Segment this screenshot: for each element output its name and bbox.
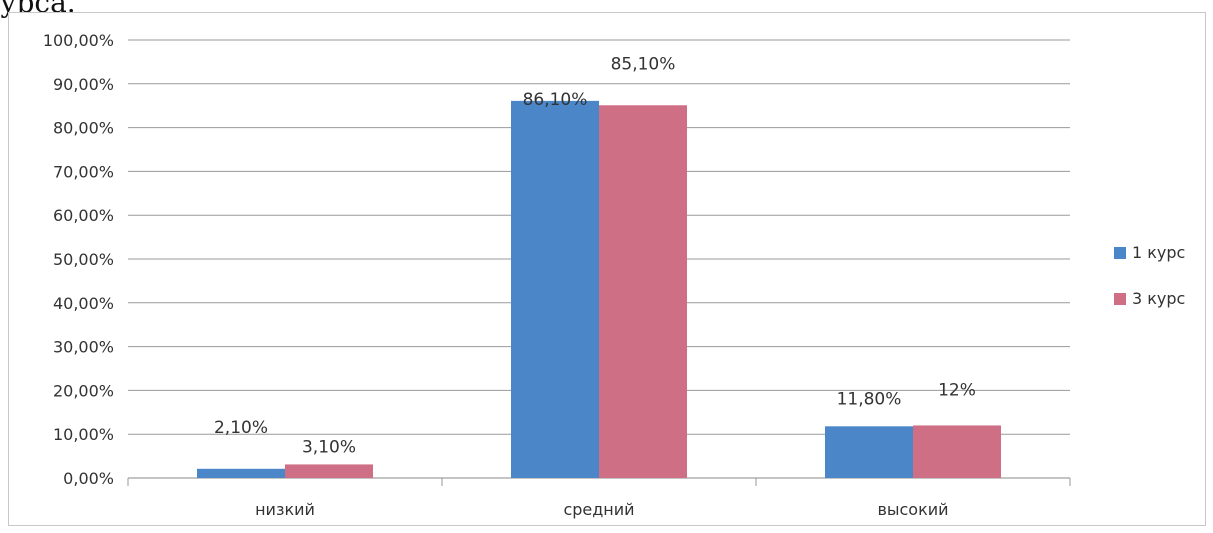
y-tick-label: 20,00% (53, 381, 114, 400)
legend-entry: 1 курс (1132, 243, 1185, 262)
legend: 1 курс 3 курс (1114, 243, 1185, 308)
y-tick-label: 10,00% (53, 425, 114, 444)
bars (197, 100, 1001, 479)
x-category-label: высокий (877, 500, 948, 519)
y-tick-label: 50,00% (53, 250, 114, 269)
data-label: 85,10% (611, 54, 676, 74)
y-tick-label: 40,00% (53, 294, 114, 313)
legend-swatch (1114, 247, 1126, 259)
x-axis-labels: низкий средний высокий (255, 500, 948, 519)
bar-1-kurs (197, 468, 285, 478)
bar-1-kurs (825, 426, 913, 478)
y-tick-label: 60,00% (53, 206, 114, 225)
data-labels: 2,10% 3,10% 86,10% 85,10% 11,80% 12% (214, 54, 976, 457)
data-label: 2,10% (214, 418, 268, 438)
data-label: 86,10% (523, 90, 588, 110)
y-tick-label: 90,00% (53, 75, 114, 94)
x-category-label: низкий (255, 500, 315, 519)
bar-1-kurs (511, 100, 599, 478)
y-axis-ticks: 0,00% 10,00% 20,00% 30,00% 40,00% 50,00% 60,00… (43, 31, 114, 488)
data-label: 3,10% (302, 437, 356, 457)
y-tick-label: 70,00% (53, 162, 114, 181)
data-label: 12% (938, 380, 976, 400)
legend-entry: 3 курс (1132, 289, 1185, 308)
y-tick-label: 80,00% (53, 119, 114, 138)
y-tick-label: 30,00% (53, 338, 114, 357)
data-label: 11,80% (837, 389, 902, 409)
legend-swatch (1114, 293, 1126, 305)
bar-3-kurs (285, 464, 373, 478)
y-tick-label: 0,00% (63, 469, 114, 488)
bar-3-kurs (913, 425, 1001, 478)
y-tick-label: 100,00% (43, 31, 114, 50)
x-category-label: средний (563, 500, 634, 519)
bar-3-kurs (599, 105, 687, 479)
